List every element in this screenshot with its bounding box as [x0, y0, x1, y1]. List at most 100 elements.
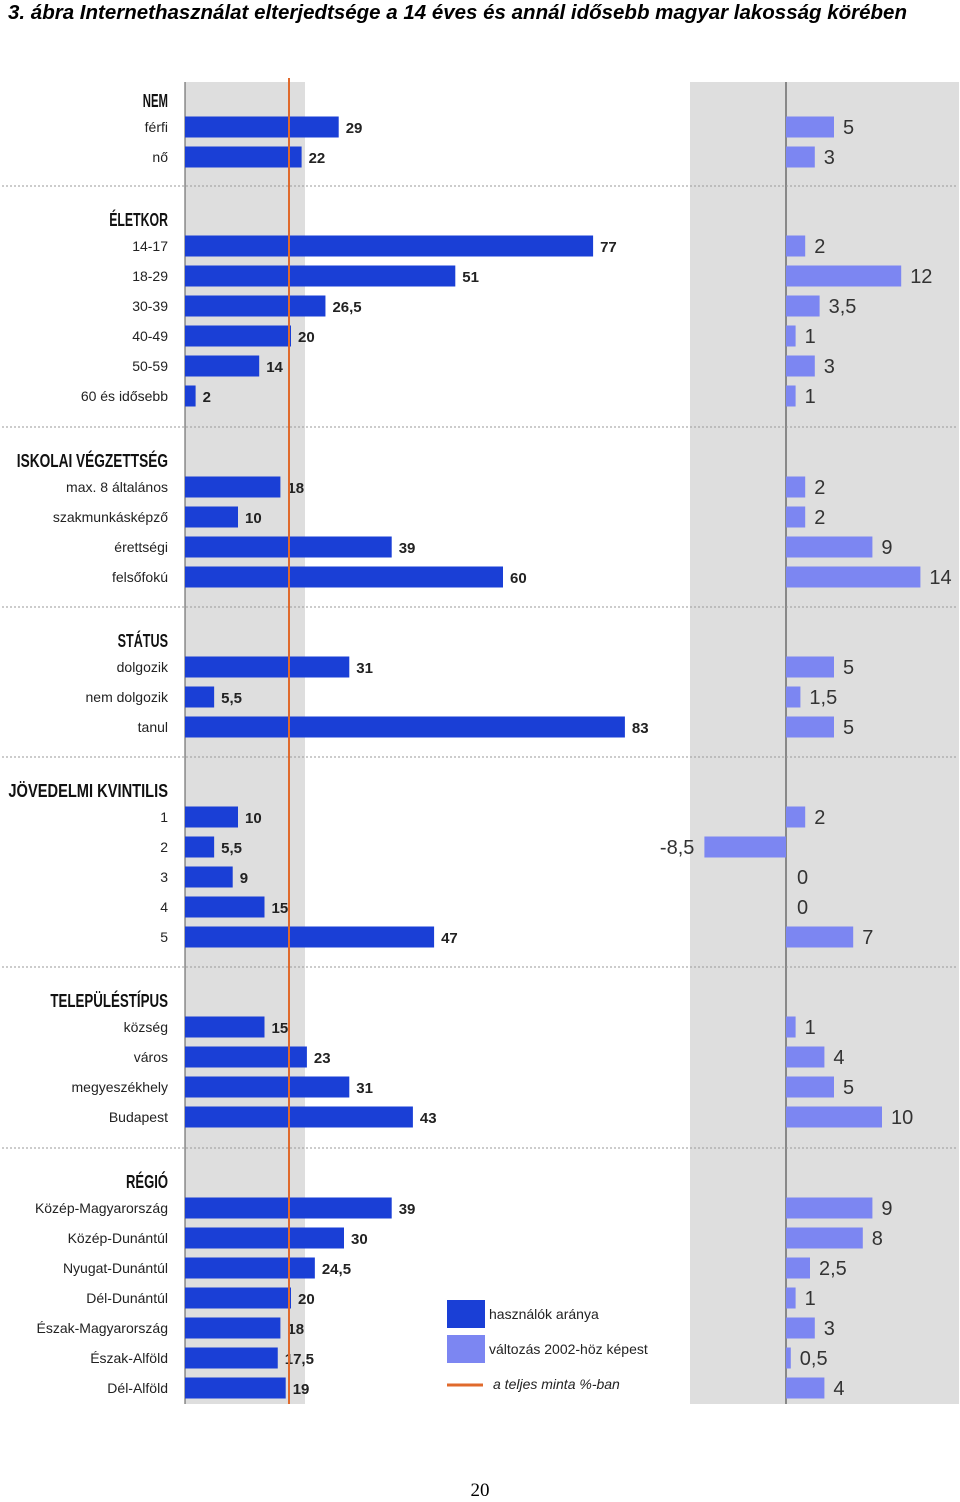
usage-value-label: 31 [356, 1080, 373, 1097]
change-bar-nem-no [786, 146, 815, 168]
change-bar-telepulestipus-budapest [786, 1106, 882, 1128]
change-bar-jovedelmi-kvintilis-5 [786, 926, 854, 948]
usage-value-label: 14 [266, 359, 283, 376]
usage-value-label: 5,5 [221, 690, 242, 707]
change-value-label: 1 [805, 1017, 816, 1039]
category-label: 5 [160, 929, 168, 945]
change-value-label: 5 [843, 657, 854, 679]
usage-bar-eletkor-60-es-idosebb [185, 385, 196, 407]
change-value-label: 2 [814, 236, 825, 258]
usage-value-label: 22 [309, 150, 326, 167]
page-number: 20 [470, 1480, 490, 1501]
usage-bar-telepulestipus-budapest [185, 1106, 413, 1128]
change-bar-regio-eszak-magyarorszag [786, 1317, 815, 1339]
figure-caption: 3. ábra Internethasználat elterjedtsége … [8, 1, 907, 24]
category-label: 14-17 [132, 238, 168, 254]
legend-swatch-usage [447, 1300, 485, 1328]
usage-bar-telepulestipus-megyeszekhely [185, 1076, 350, 1098]
change-bar-eletkor-18-29 [786, 265, 902, 287]
change-value-label: 0,5 [800, 1348, 828, 1370]
category-label: Dél-Dunántúl [86, 1290, 168, 1306]
change-bar-iskolai-vegzettseg-erettsegi [786, 536, 873, 558]
usage-bar-telepulestipus-kozseg [185, 1016, 265, 1038]
category-label: 50-59 [132, 358, 168, 374]
usage-value-label: 23 [314, 1050, 331, 1067]
usage-bar-iskolai-vegzettseg-felsofoku [185, 566, 503, 588]
category-label: max. 8 általános [66, 479, 168, 495]
change-value-label: 5 [843, 117, 854, 139]
legend-swatch-change [447, 1335, 485, 1363]
usage-bar-iskolai-vegzettseg-max-8-altalanos [185, 476, 281, 498]
usage-bar-eletkor-40-49 [185, 325, 291, 347]
change-bar-telepulestipus-kozseg [786, 1016, 796, 1038]
change-value-label: 4 [833, 1047, 844, 1069]
category-label: nem dolgozik [86, 689, 169, 705]
usage-value-label: 30 [351, 1231, 368, 1248]
change-value-label: 9 [881, 1198, 892, 1220]
category-label: Dél-Alföld [107, 1380, 168, 1396]
group-title-nem: NEM [143, 91, 168, 111]
usage-value-label: 39 [399, 540, 416, 557]
category-label: Észak-Magyarország [37, 1320, 169, 1336]
change-bar-status-nem-dolgozik [786, 686, 801, 708]
category-label: 3 [160, 869, 168, 885]
change-value-label: 3 [824, 1318, 835, 1340]
category-label: község [124, 1019, 168, 1035]
category-label: Budapest [109, 1109, 168, 1125]
category-label: Közép-Dunántúl [68, 1230, 168, 1246]
usage-value-label: 18 [287, 480, 304, 497]
usage-bar-nem-ferfi [185, 116, 339, 138]
category-label: férfi [145, 119, 168, 135]
change-value-label: 3 [824, 147, 835, 169]
change-bar-regio-nyugat-dunantul [786, 1257, 810, 1279]
category-label: Észak-Alföld [90, 1350, 168, 1366]
usage-value-label: 18 [287, 1321, 304, 1338]
change-bar-eletkor-60-es-idosebb [786, 385, 796, 407]
change-bar-regio-kozep-magyarorszag [786, 1197, 873, 1219]
change-value-label: 8 [872, 1228, 883, 1250]
category-label: 30-39 [132, 298, 168, 314]
change-value-label: 5 [843, 1077, 854, 1099]
change-value-label: 2 [814, 507, 825, 529]
usage-value-label: 19 [293, 1381, 310, 1398]
category-label: tanul [138, 719, 168, 735]
usage-bar-eletkor-14-17 [185, 235, 594, 257]
usage-value-label: 5,5 [221, 840, 242, 857]
change-value-label: 1 [805, 1288, 816, 1310]
usage-bar-regio-kozep-dunantul [185, 1227, 344, 1249]
legend-label-usage: használók aránya [489, 1306, 599, 1322]
change-bar-regio-del-dunantul [786, 1287, 796, 1309]
change-value-label: 2 [814, 477, 825, 499]
change-bar-eletkor-40-49 [786, 325, 796, 347]
usage-bar-regio-eszak-alfold [185, 1347, 278, 1369]
usage-value-label: 20 [298, 1291, 315, 1308]
usage-bar-eletkor-30-39 [185, 295, 326, 317]
usage-value-label: 24,5 [322, 1261, 351, 1278]
usage-bar-regio-del-dunantul [185, 1287, 291, 1309]
change-bar-status-tanul [786, 716, 834, 738]
usage-value-label: 43 [420, 1110, 437, 1127]
usage-value-label: 77 [600, 239, 617, 256]
usage-bar-eletkor-18-29 [185, 265, 456, 287]
change-value-label: 1 [805, 326, 816, 348]
usage-bar-status-nem-dolgozik [185, 686, 215, 708]
change-value-label: -8,5 [660, 837, 694, 859]
usage-value-label: 31 [356, 660, 373, 677]
change-bar-iskolai-vegzettseg-max-8-altalanos [786, 476, 806, 498]
change-value-label: 2,5 [819, 1258, 847, 1280]
change-value-label: 9 [881, 537, 892, 559]
group-title-status: STÁTUS [118, 630, 168, 651]
usage-value-label: 2 [203, 389, 211, 406]
category-label: 4 [160, 899, 168, 915]
change-value-label: 7 [862, 927, 873, 949]
change-bar-iskolai-vegzettseg-felsofoku [786, 566, 921, 588]
group-title-eletkor: ÉLETKOR [109, 209, 168, 230]
usage-bar-nem-no [185, 146, 302, 168]
usage-value-label: 15 [272, 1020, 289, 1037]
usage-value-label: 26,5 [332, 299, 361, 316]
usage-value-label: 51 [462, 269, 479, 286]
usage-value-label: 60 [510, 570, 527, 587]
change-bar-regio-del-alfold [786, 1377, 825, 1399]
category-label: 1 [160, 809, 168, 825]
